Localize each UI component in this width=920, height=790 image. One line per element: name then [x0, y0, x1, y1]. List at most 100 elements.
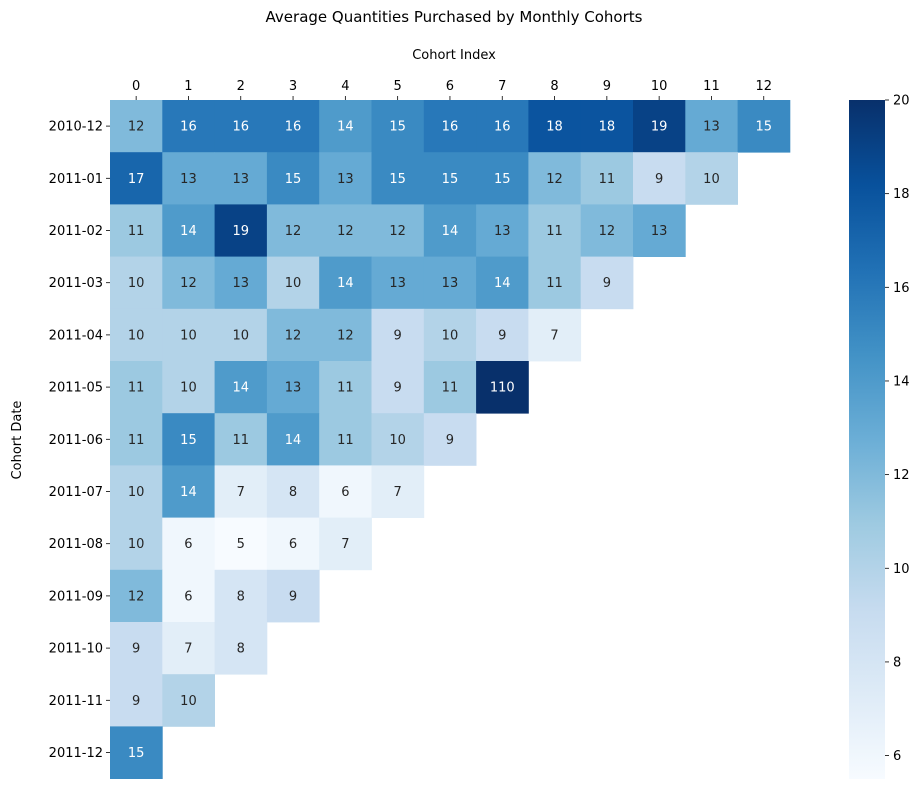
heatmap-cell [319, 152, 372, 205]
cell-value-label: 13 [232, 172, 249, 187]
heatmap-cell [633, 100, 686, 153]
heatmap-cell [110, 413, 163, 466]
cell-value-label: 18 [599, 120, 616, 135]
x-tick-labels: 0 1 2 3 4 5 6 7 8 9 10 11 12 [132, 79, 772, 100]
heatmap-cell [371, 413, 425, 466]
y-tick-label: 2011-02 [49, 224, 103, 239]
cell-value-label: 7 [341, 537, 349, 552]
cell-value-label: 10 [285, 276, 302, 291]
x-tick-label: 12 [755, 79, 772, 94]
y-tick-label: 2010-12 [49, 120, 103, 135]
heatmap-cell [528, 100, 582, 153]
heatmap-cells: 12 16 16 16 14 15 16 16 18 18 19 13 15 17 13 13 15 13 15 15… [110, 100, 791, 779]
heatmap-cell [476, 204, 529, 257]
colorbar-tick-label: 20 [893, 94, 910, 109]
cell-value-label: 12 [337, 224, 354, 239]
heatmap-cell [423, 256, 477, 310]
heatmap-cell [110, 308, 163, 362]
cell-value-label: 9 [655, 172, 663, 187]
cell-value-label: 14 [285, 433, 302, 448]
cell-value-label: 12 [180, 276, 197, 291]
x-tick-label: 4 [341, 79, 349, 94]
heatmap-cell [110, 361, 163, 414]
cell-value-label: 9 [132, 642, 140, 657]
heatmap-cell [110, 517, 163, 571]
cell-value-label: 11 [232, 433, 249, 448]
cell-value-label: 9 [394, 381, 402, 396]
cell-value-label: 5 [237, 537, 245, 552]
heatmap-cell [371, 361, 425, 414]
heatmap-cell [214, 517, 268, 571]
cell-value-label: 13 [232, 276, 249, 291]
colorbar-gradient [849, 100, 885, 779]
cell-value-label: 9 [603, 276, 611, 291]
heatmap-cell [266, 100, 320, 153]
heatmap-cell [214, 100, 268, 153]
colorbar-tick-label: 8 [893, 655, 901, 670]
heatmap-cell [162, 674, 215, 727]
heatmap-cell [319, 308, 372, 362]
heatmap-cell [162, 413, 215, 466]
y-tick-label: 2011-06 [49, 433, 103, 448]
cell-value-label: 19 [651, 120, 668, 135]
heatmap-cell [423, 152, 477, 205]
x-tick-label: 2 [237, 79, 245, 94]
heatmap-cell [214, 256, 268, 310]
cell-value-label: 19 [232, 224, 249, 239]
y-tick-label: 2011-05 [49, 381, 103, 396]
heatmap-cell [162, 256, 215, 310]
cell-value-label: 17 [128, 172, 145, 187]
x-tick-label: 5 [394, 79, 402, 94]
cell-value-label: 8 [289, 485, 297, 500]
cell-value-label: 10 [180, 381, 197, 396]
cell-value-label: 11 [546, 276, 563, 291]
cell-value-label: 11 [599, 172, 616, 187]
y-axis-label: Cohort Date [10, 401, 25, 480]
cell-value-label: 10 [180, 694, 197, 709]
heatmap-cell [110, 622, 163, 675]
cell-value-label: 14 [337, 276, 354, 291]
heatmap-cell [162, 204, 215, 257]
cell-value-label: 13 [651, 224, 668, 239]
y-tick-label: 2011-11 [49, 694, 103, 709]
cell-value-label: 12 [128, 589, 145, 604]
cell-value-label: 12 [128, 120, 145, 135]
cell-value-label: 10 [389, 433, 406, 448]
cell-value-label: 10 [128, 328, 145, 343]
cell-value-label: 12 [389, 224, 406, 239]
heatmap-cell [110, 204, 163, 257]
heatmap-cell [266, 413, 320, 466]
x-tick-label: 9 [603, 79, 611, 94]
cell-value-label: 16 [180, 120, 197, 135]
heatmap-cell [371, 256, 425, 310]
cell-value-label: 10 [180, 328, 197, 343]
heatmap-cell [266, 465, 320, 518]
cell-value-label: 11 [442, 381, 459, 396]
cell-value-label: 15 [128, 746, 145, 761]
heatmap-cell [476, 308, 529, 362]
cell-value-label: 16 [285, 120, 302, 135]
heatmap-cell [528, 308, 582, 362]
heatmap-cell [162, 152, 215, 205]
heatmap-cell [580, 256, 634, 310]
heatmap-cell [423, 413, 477, 466]
heatmap-cell [476, 152, 529, 205]
cell-value-label: 9 [394, 328, 402, 343]
cell-value-label: 8 [237, 589, 245, 604]
y-tick-label: 2011-04 [49, 328, 103, 343]
heatmap-cell [633, 152, 686, 205]
heatmap-cell [110, 465, 163, 518]
cell-value-label: 13 [442, 276, 459, 291]
heatmap-cell [266, 256, 320, 310]
cell-value-label: 13 [389, 276, 406, 291]
cell-value-label: 15 [180, 433, 197, 448]
heatmap-cell [110, 726, 163, 779]
x-axis-label: Cohort Index [412, 48, 496, 63]
cell-value-label: 110 [490, 381, 515, 396]
cell-value-label: 6 [341, 485, 349, 500]
cell-value-label: 8 [237, 642, 245, 657]
heatmap-cell [110, 256, 163, 310]
heatmap-cell [266, 308, 320, 362]
heatmap-cell [528, 256, 582, 310]
heatmap-cell [528, 152, 582, 205]
